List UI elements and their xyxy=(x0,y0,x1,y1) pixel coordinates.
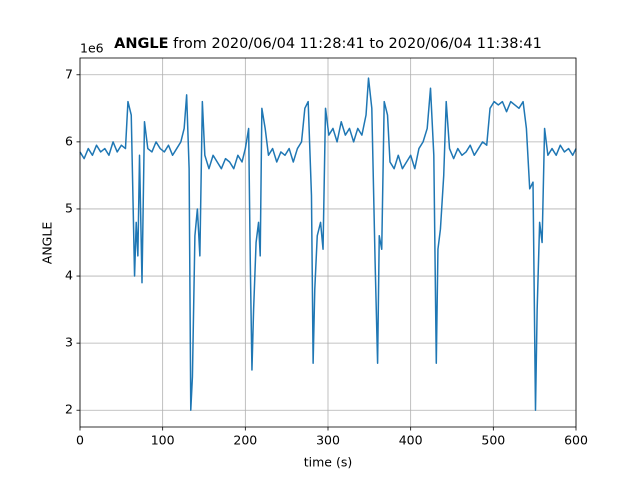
x-tick-label: 300 xyxy=(316,433,340,448)
y-tick-label: 7 xyxy=(65,66,73,81)
title-suffix: from 2020/06/04 11:28:41 to 2020/06/04 1… xyxy=(173,36,542,52)
x-tick-label: 600 xyxy=(564,433,588,448)
y-tick-label: 3 xyxy=(65,335,73,350)
y-tick-label: 4 xyxy=(65,268,73,283)
y-offset-label: 1e6 xyxy=(80,41,104,56)
x-tick-label: 500 xyxy=(481,433,505,448)
y-tick-label: 2 xyxy=(65,402,73,417)
x-axis-label: time (s) xyxy=(304,455,352,470)
data-line xyxy=(79,77,577,411)
title-bold: ANGLE xyxy=(114,36,168,52)
chart-title: ANGLE from 2020/06/04 11:28:41 to 2020/0… xyxy=(114,36,542,52)
x-tick-label: 200 xyxy=(233,433,257,448)
y-tick-label: 5 xyxy=(65,200,73,215)
y-axis-label: ANGLE xyxy=(40,222,55,265)
x-tick-label: 100 xyxy=(151,433,175,448)
x-tick-label: 400 xyxy=(399,433,423,448)
x-tick-label: 0 xyxy=(76,433,84,448)
y-tick-label: 6 xyxy=(65,133,73,148)
